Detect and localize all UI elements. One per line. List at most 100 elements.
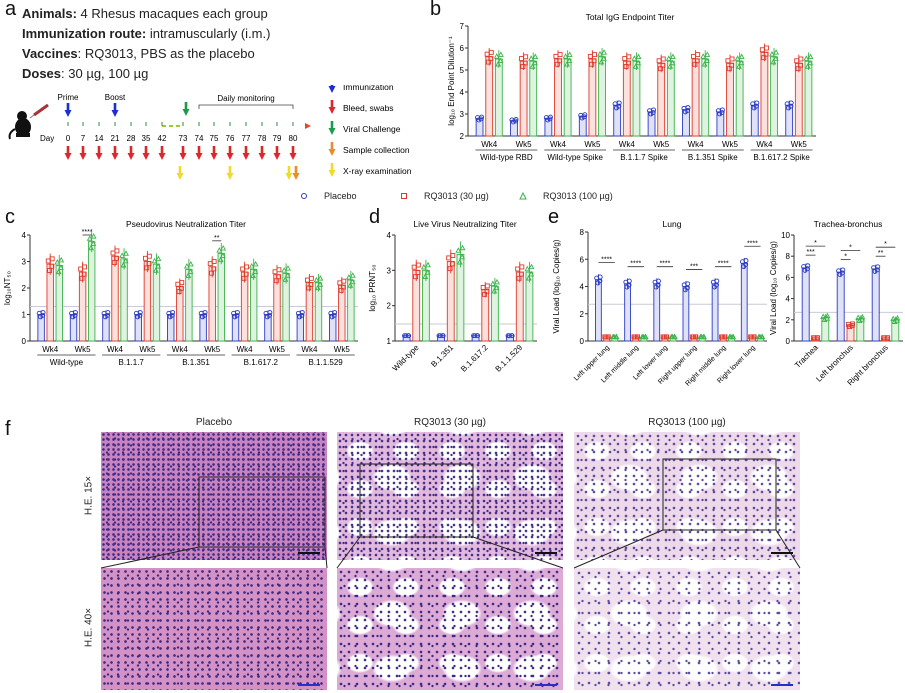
data-point bbox=[651, 107, 657, 113]
x-tick-label: Wk5 bbox=[722, 140, 739, 149]
timeline-legend-label: Bleed, swabs bbox=[343, 103, 394, 113]
bar bbox=[760, 51, 769, 137]
data-point bbox=[719, 110, 725, 115]
daily-monitoring-label: Daily monitoring bbox=[217, 94, 274, 103]
legend-arrow-icon bbox=[328, 85, 336, 93]
data-point bbox=[597, 274, 603, 280]
significance-label: *** bbox=[690, 263, 698, 270]
bar-group bbox=[337, 277, 347, 342]
y-tick-label: 4 bbox=[786, 295, 791, 304]
day-tick-label: 42 bbox=[158, 134, 167, 143]
data-point bbox=[244, 264, 249, 270]
bleed-arrow-icon bbox=[127, 146, 135, 160]
bleed-arrow-icon bbox=[79, 146, 87, 160]
day-tick-label: 21 bbox=[111, 134, 120, 143]
data-point bbox=[455, 247, 462, 253]
data-point bbox=[437, 333, 443, 339]
bar-group bbox=[505, 333, 515, 342]
data-point bbox=[566, 51, 573, 57]
study-route: Immunization route: intramuscularly (i.m… bbox=[22, 24, 270, 44]
data-point bbox=[482, 291, 488, 297]
y-tick-label: 4 bbox=[22, 231, 27, 240]
immunization-arrow-icon bbox=[111, 103, 119, 117]
bar-group bbox=[803, 52, 814, 137]
data-point bbox=[349, 278, 356, 285]
column-title-placebo: Placebo bbox=[195, 417, 233, 428]
data-point bbox=[175, 281, 181, 287]
data-point bbox=[422, 273, 429, 279]
bar-group bbox=[681, 281, 691, 342]
histology-30ug-15x bbox=[337, 432, 563, 560]
bar bbox=[55, 265, 63, 342]
data-point bbox=[807, 59, 814, 66]
y-tick-label: 6 bbox=[580, 255, 585, 264]
legend-arrow-icon bbox=[328, 100, 336, 114]
data-point bbox=[802, 267, 808, 273]
data-point bbox=[450, 261, 455, 267]
data-point bbox=[167, 314, 173, 320]
data-point bbox=[447, 266, 453, 272]
data-point bbox=[267, 310, 273, 315]
bleed-arrow-icon bbox=[258, 146, 266, 160]
bar-group bbox=[493, 50, 504, 137]
bar-group bbox=[740, 257, 749, 342]
viral-challenge-arrow-icon bbox=[182, 102, 190, 116]
data-point bbox=[264, 314, 270, 320]
day-tick-label: 75 bbox=[210, 134, 219, 143]
bar-group bbox=[700, 50, 711, 137]
legend-label: Placebo bbox=[324, 191, 357, 201]
significance-label: **** bbox=[718, 261, 729, 268]
daily-monitoring-bracket bbox=[198, 104, 294, 109]
x-tick-label: Wk4 bbox=[688, 140, 705, 149]
data-point bbox=[667, 63, 674, 69]
panel-label-c: c bbox=[5, 206, 15, 228]
data-point bbox=[847, 324, 853, 329]
bar-group bbox=[890, 314, 901, 342]
y-tick-label: 4 bbox=[580, 283, 585, 292]
bar-group bbox=[794, 54, 804, 137]
bar-group bbox=[420, 259, 431, 342]
bar-group bbox=[597, 48, 608, 137]
data-point bbox=[345, 274, 352, 280]
data-point bbox=[631, 55, 638, 61]
data-point bbox=[664, 334, 670, 340]
data-point bbox=[510, 119, 516, 125]
study-vaccines: Vaccines: RQ3013, PBS as the placebo bbox=[22, 44, 255, 64]
sample-collection-arrow-icon bbox=[292, 166, 300, 180]
data-point bbox=[341, 278, 347, 284]
histology-30ug-40x bbox=[337, 568, 563, 690]
legend-arrow-icon bbox=[328, 121, 336, 135]
data-point bbox=[545, 117, 551, 123]
data-point bbox=[285, 265, 291, 271]
data-point bbox=[49, 256, 55, 262]
row-label-40x: H.E. 40× bbox=[83, 607, 95, 648]
data-point bbox=[102, 314, 108, 320]
data-point bbox=[769, 50, 775, 57]
bar-group bbox=[622, 52, 632, 137]
data-point bbox=[185, 272, 192, 279]
data-point bbox=[484, 283, 490, 289]
bar-group bbox=[668, 333, 678, 342]
data-point bbox=[217, 256, 224, 263]
x-tick-label: Trachea bbox=[793, 343, 820, 370]
data-point bbox=[605, 334, 611, 340]
data-point bbox=[73, 310, 78, 315]
data-point bbox=[57, 264, 64, 270]
day-tick-label: 78 bbox=[258, 134, 267, 143]
bar-group bbox=[639, 333, 649, 342]
data-point bbox=[685, 281, 691, 287]
data-point bbox=[701, 333, 707, 340]
bar bbox=[770, 56, 778, 137]
significance-label: **** bbox=[659, 261, 670, 268]
legend-label: RQ3013 (100 µg) bbox=[543, 191, 613, 201]
bar-group bbox=[175, 278, 185, 342]
data-point bbox=[479, 114, 485, 120]
data-point bbox=[478, 116, 484, 122]
data-point bbox=[722, 334, 728, 340]
bar bbox=[653, 283, 661, 342]
bar-group bbox=[519, 52, 529, 137]
bar-group bbox=[528, 52, 539, 137]
bar bbox=[726, 62, 734, 137]
data-point bbox=[553, 53, 559, 59]
bar-group bbox=[691, 50, 701, 137]
